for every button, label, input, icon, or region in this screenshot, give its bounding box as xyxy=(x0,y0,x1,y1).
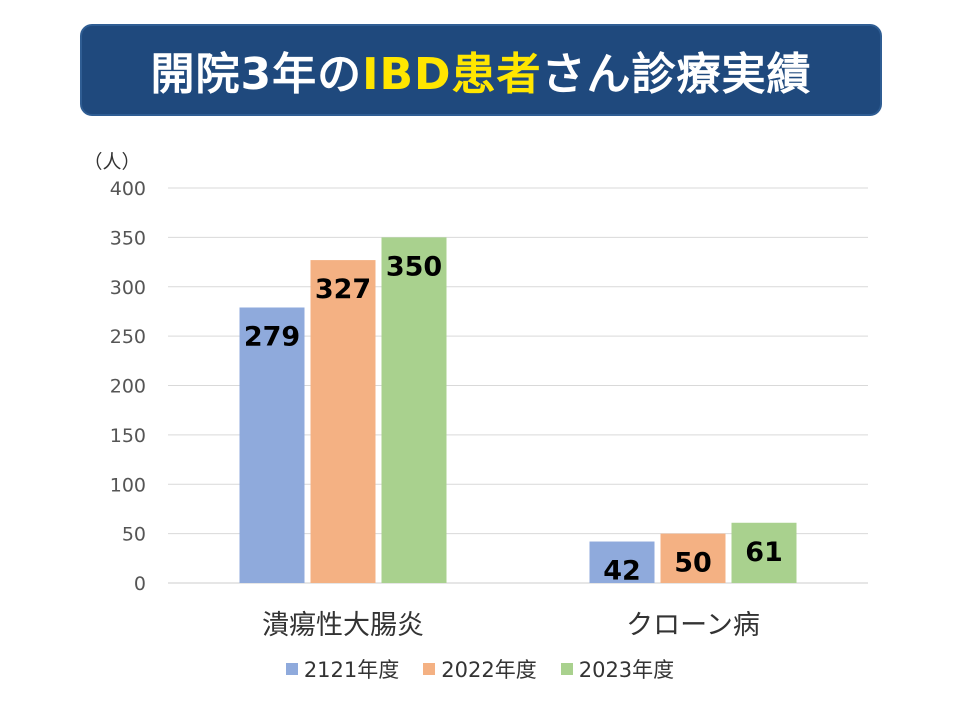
y-tick-label: 300 xyxy=(110,277,146,299)
bar xyxy=(381,237,447,583)
bar xyxy=(660,533,726,583)
data-label: 61 xyxy=(745,537,783,568)
y-tick-label: 0 xyxy=(134,573,146,595)
legend-item: 2121年度 xyxy=(285,654,400,684)
bar-chart: （人） 0 50 100 150 200 250 300 350 400 279 327 350 潰瘍性大… xyxy=(83,151,868,641)
category-label: 潰瘍性大腸炎 xyxy=(262,610,424,641)
legend-item: 2022年度 xyxy=(423,654,537,684)
y-tick-label: 100 xyxy=(110,474,146,496)
data-label: 50 xyxy=(674,548,712,579)
y-tick-label: 250 xyxy=(110,326,146,348)
bar xyxy=(589,541,655,583)
category-label: クローン病 xyxy=(626,610,760,641)
bar xyxy=(239,307,305,583)
data-label: 327 xyxy=(315,274,371,305)
data-label: 279 xyxy=(244,321,300,352)
data-label: 42 xyxy=(603,556,641,587)
data-label: 350 xyxy=(386,251,442,282)
y-unit-label: （人） xyxy=(83,151,140,173)
legend-swatch xyxy=(423,663,436,675)
legend-swatch xyxy=(285,663,298,675)
chart-title-banner: 開院3年の IBD患者 さん診療実績 xyxy=(80,24,882,116)
y-tick-label: 350 xyxy=(110,227,146,249)
y-tick-label: 150 xyxy=(110,425,146,447)
bar xyxy=(731,522,797,583)
legend-label: 2022年度 xyxy=(441,658,537,682)
title-part-1: 開院3年の xyxy=(150,49,363,100)
y-tick-label: 200 xyxy=(110,376,146,398)
bar xyxy=(310,260,376,583)
y-tick-label: 400 xyxy=(110,178,146,200)
title-part-3: さん診療実績 xyxy=(541,49,812,100)
legend-label: 2023年度 xyxy=(578,658,675,682)
legend: 2121年度 2022年度 2023年度 xyxy=(0,652,960,686)
legend-label: 2121年度 xyxy=(303,658,400,682)
title-highlight: IBD患者 xyxy=(362,49,542,100)
legend-swatch xyxy=(560,663,573,675)
y-tick-label: 50 xyxy=(122,524,146,546)
legend-item: 2023年度 xyxy=(560,654,675,684)
